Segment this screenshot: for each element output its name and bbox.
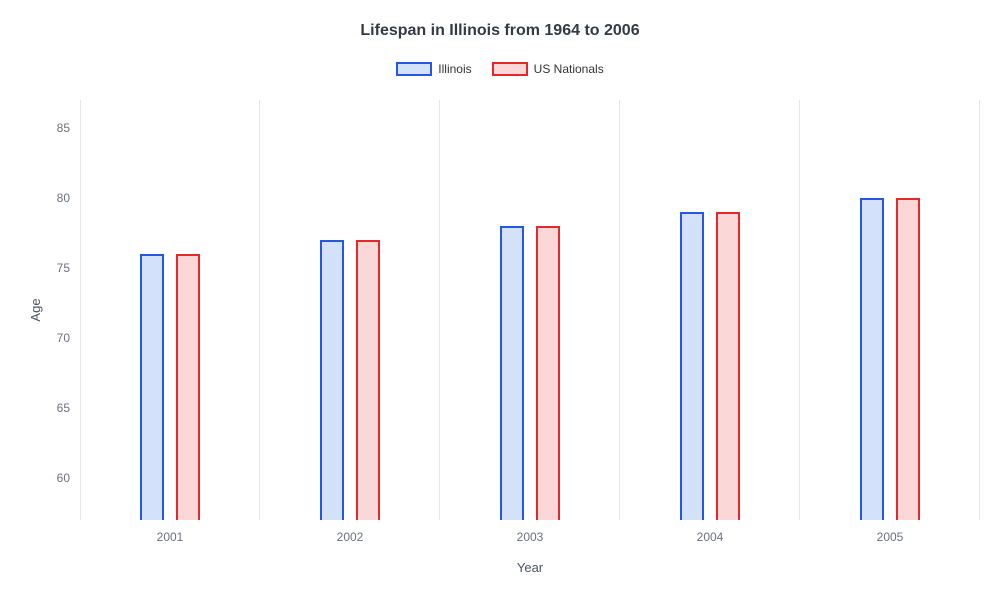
bar: [320, 240, 344, 520]
legend-label: US Nationals: [534, 62, 604, 76]
bar: [500, 226, 524, 520]
grid-line: [619, 100, 620, 520]
y-tick-label: 60: [57, 471, 70, 485]
lifespan-chart: Lifespan in Illinois from 1964 to 2006 I…: [0, 0, 1000, 600]
x-axis-label: Year: [517, 560, 543, 575]
y-tick-label: 75: [57, 261, 70, 275]
bar: [176, 254, 200, 520]
chart-title: Lifespan in Illinois from 1964 to 2006: [0, 22, 1000, 40]
grid-line: [979, 100, 980, 520]
y-tick-label: 85: [57, 121, 70, 135]
grid-line: [259, 100, 260, 520]
grid-line: [799, 100, 800, 520]
y-axis-line: [80, 100, 81, 520]
chart-legend: Illinois US Nationals: [0, 62, 1000, 76]
x-tick-label: 2002: [337, 530, 364, 544]
bar: [140, 254, 164, 520]
legend-item: US Nationals: [492, 62, 604, 76]
legend-label: Illinois: [438, 62, 471, 76]
bar: [536, 226, 560, 520]
y-tick-label: 70: [57, 331, 70, 345]
x-tick-label: 2005: [877, 530, 904, 544]
y-axis-label: Age: [28, 298, 43, 321]
y-tick-label: 65: [57, 401, 70, 415]
bar: [356, 240, 380, 520]
bar: [680, 212, 704, 520]
x-tick-label: 2003: [517, 530, 544, 544]
plot-area: 60657075808520012002200320042005: [80, 100, 980, 520]
bar: [860, 198, 884, 520]
legend-item: Illinois: [396, 62, 471, 76]
x-tick-label: 2004: [697, 530, 724, 544]
legend-swatch: [492, 62, 528, 76]
grid-line: [439, 100, 440, 520]
bar: [716, 212, 740, 520]
bar: [896, 198, 920, 520]
y-tick-label: 80: [57, 191, 70, 205]
legend-swatch: [396, 62, 432, 76]
x-tick-label: 2001: [157, 530, 184, 544]
